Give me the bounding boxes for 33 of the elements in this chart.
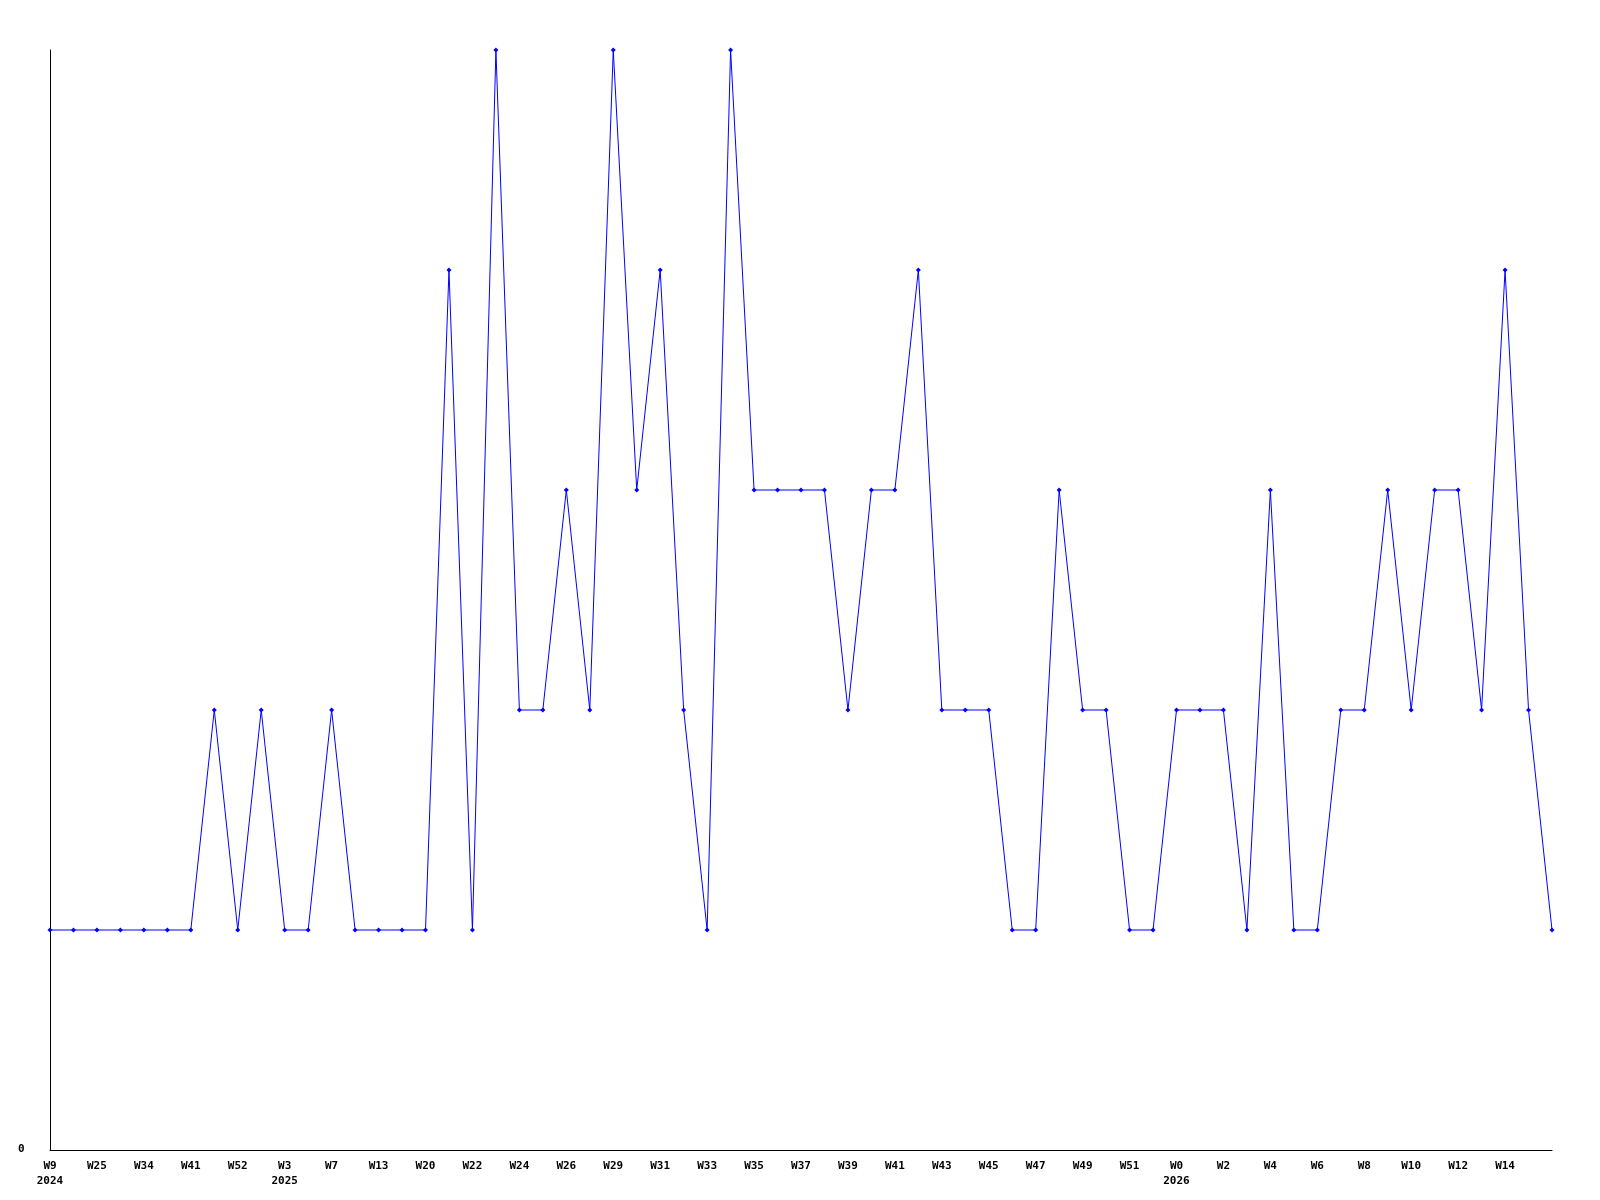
x-tick-label: W33: [697, 1159, 718, 1172]
x-tick-label: W4: [1263, 1159, 1278, 1172]
x-tick-label: W45: [978, 1159, 999, 1172]
x-tick-label: W22: [462, 1159, 483, 1172]
x-tick-label: W52: [227, 1159, 248, 1172]
x-tick-label: W0 2026: [1163, 1159, 1191, 1187]
text: 0: [18, 1142, 25, 1155]
x-tick-label: W49: [1072, 1159, 1093, 1172]
x-tick-label: W26: [556, 1159, 577, 1172]
x-tick-label: W35: [744, 1159, 764, 1172]
x-tick-label: W8: [1357, 1159, 1371, 1172]
x-tick-label: W20: [415, 1159, 436, 1172]
x-tick-label: W31: [650, 1159, 671, 1172]
x-tick-label: W39: [838, 1159, 858, 1172]
x-tick-label: W6: [1310, 1159, 1325, 1172]
x-tick-label: W13: [368, 1159, 389, 1172]
x-tick-label: W37: [791, 1159, 811, 1172]
x-tick-label: W25: [87, 1159, 107, 1172]
x-tick-label: W41: [180, 1159, 202, 1172]
x-tick-label: W51: [1119, 1159, 1140, 1172]
x-tick-label: W7: [325, 1159, 339, 1172]
x-tick-label: W12: [1448, 1159, 1469, 1172]
x-tick-label: W2: [1216, 1159, 1231, 1172]
x-tick-label: W34: [133, 1159, 155, 1172]
x-tick-label: W14: [1495, 1159, 1516, 1172]
x-tick-label: W47: [1025, 1159, 1046, 1172]
x-tick-label: W24: [509, 1159, 530, 1172]
x-tick-label: W43: [931, 1159, 952, 1172]
x-tick-label: W3 2025: [271, 1159, 298, 1187]
x-tick-label: W10: [1401, 1159, 1422, 1172]
x-tick-label: W41: [884, 1159, 906, 1172]
x-tick-label: W29: [603, 1159, 624, 1172]
x-tick-label: W9 2024: [36, 1159, 64, 1187]
